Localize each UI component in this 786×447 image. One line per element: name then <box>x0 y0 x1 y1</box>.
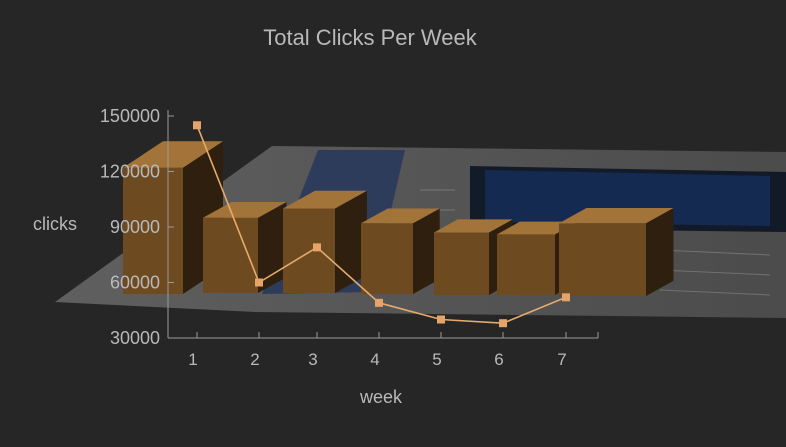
bar-side-face <box>413 208 440 294</box>
y-tick-label: 120000 <box>100 162 160 182</box>
bar-front-face <box>283 208 335 293</box>
bar-series <box>123 141 674 296</box>
x-tick-label: 1 <box>188 350 197 369</box>
bar <box>434 219 513 295</box>
y-tick-label: 30000 <box>110 328 160 348</box>
line-series <box>193 121 570 328</box>
x-tick-label: 4 <box>370 350 379 369</box>
bar-front-face <box>559 223 646 296</box>
y-axis-label: clicks <box>33 214 77 234</box>
bar-top-face <box>559 208 674 224</box>
bar-top-face <box>434 219 513 233</box>
x-tick-label: 3 <box>308 350 317 369</box>
bar-front-face <box>203 217 258 293</box>
bar <box>283 190 367 293</box>
bar-side-face <box>646 208 674 296</box>
line-point <box>562 293 570 302</box>
line-point <box>499 319 507 328</box>
bar-front-face <box>497 234 555 295</box>
bar-front-face <box>434 232 489 295</box>
line-point <box>255 278 263 287</box>
bar-top-face <box>203 201 287 218</box>
y-tick-label: 150000 <box>100 106 160 126</box>
chart-title: Total Clicks Per Week <box>263 25 478 50</box>
bar-top-face <box>361 208 440 224</box>
line-point <box>375 298 383 307</box>
bar-top-face <box>123 141 223 168</box>
line-point <box>313 243 321 252</box>
bar-top-face <box>283 190 367 209</box>
x-tick-label: 6 <box>494 350 503 369</box>
bar <box>361 208 440 294</box>
line-point <box>193 121 201 130</box>
bar-side-face <box>335 190 367 293</box>
bar-front-face <box>123 167 183 294</box>
x-tick-label: 7 <box>557 350 566 369</box>
x-axis-label: week <box>359 387 403 407</box>
bar <box>559 208 674 296</box>
axes: 30000 60000 90000 120000 150000 1 2 3 4 5 6 7 <box>100 106 599 369</box>
bar-top-face <box>497 221 578 235</box>
bar-front-face <box>361 223 413 294</box>
x-tick-label: 2 <box>250 350 259 369</box>
line-point <box>437 315 445 324</box>
y-tick-label: 90000 <box>110 217 160 237</box>
x-tick-label: 5 <box>432 350 441 369</box>
y-tick-label: 60000 <box>110 273 160 293</box>
